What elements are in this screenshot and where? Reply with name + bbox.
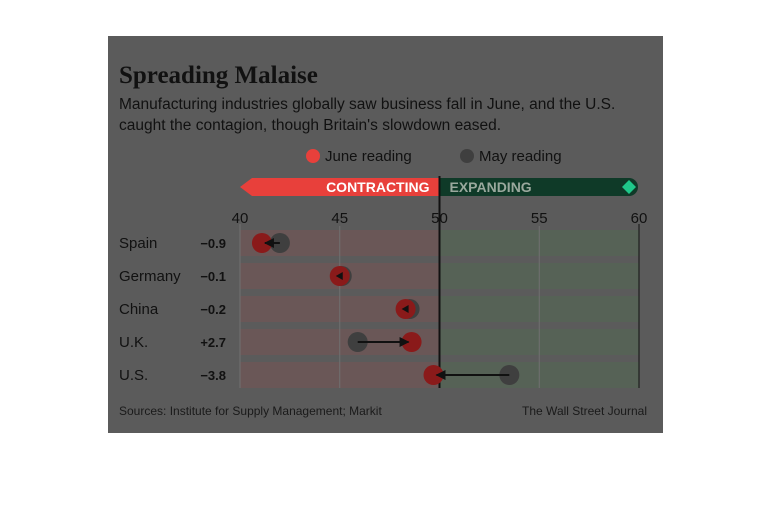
chart-panel: Spreading Malaise Manufacturing industri… xyxy=(108,36,663,433)
legend-swatch-june xyxy=(306,149,320,163)
row-label: China xyxy=(119,301,159,318)
expanding-tip-icon xyxy=(622,180,636,194)
expanding-bar xyxy=(439,178,629,196)
dot-plot: June reading May reading CONTRACTING EXPAND… xyxy=(119,148,648,388)
row-label: Germany xyxy=(119,268,181,285)
legend-label-june: June reading xyxy=(325,148,412,165)
row-label: U.K. xyxy=(119,334,148,351)
legend-label-may: May reading xyxy=(479,148,562,165)
row-change-value: +2.7 xyxy=(200,335,226,350)
row-change-value: −3.8 xyxy=(200,368,226,383)
row-change-value: −0.2 xyxy=(200,302,226,317)
change-arrowhead-icon xyxy=(335,272,343,280)
change-arrowhead-icon xyxy=(401,305,409,313)
row-change-value: −0.1 xyxy=(200,269,226,284)
row-change-value: −0.9 xyxy=(200,236,226,251)
expanding-label: EXPANDING xyxy=(450,179,532,195)
x-tick-label: 45 xyxy=(331,210,348,227)
contracting-label: CONTRACTING xyxy=(326,179,430,195)
chart-subtitle: Manufacturing industries globally saw bu… xyxy=(119,96,616,134)
x-tick-label: 60 xyxy=(631,210,648,227)
row-label: Spain xyxy=(119,235,157,252)
contracting-bar xyxy=(240,178,440,196)
x-tick-label: 40 xyxy=(232,210,249,227)
publisher-credit: The Wall Street Journal xyxy=(522,404,647,418)
legend-swatch-may xyxy=(460,149,474,163)
chart-title: Spreading Malaise xyxy=(119,62,318,89)
row-label: U.S. xyxy=(119,367,148,384)
x-tick-label: 55 xyxy=(531,210,548,227)
source-note: Sources: Institute for Supply Management… xyxy=(119,404,382,418)
